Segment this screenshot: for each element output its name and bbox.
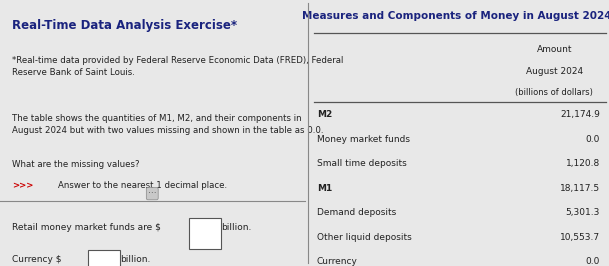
Text: 5,301.3: 5,301.3 xyxy=(566,208,600,217)
Text: billion.: billion. xyxy=(121,255,150,264)
Text: What are the missing values?: What are the missing values? xyxy=(12,160,139,169)
FancyBboxPatch shape xyxy=(88,250,120,266)
Text: 0.0: 0.0 xyxy=(585,257,600,266)
FancyBboxPatch shape xyxy=(189,218,220,249)
Text: >>>: >>> xyxy=(12,181,33,190)
Text: M1: M1 xyxy=(317,184,332,193)
Text: billion.: billion. xyxy=(220,223,251,232)
Text: Real-Time Data Analysis Exercise*: Real-Time Data Analysis Exercise* xyxy=(12,19,238,32)
Text: Currency: Currency xyxy=(317,257,357,266)
Text: Measures and Components of Money in August 2024: Measures and Components of Money in Augu… xyxy=(302,11,609,21)
Text: The table shows the quantities of M1, M2, and their components in
August 2024 bu: The table shows the quantities of M1, M2… xyxy=(12,114,323,135)
Text: M2: M2 xyxy=(317,110,332,119)
Text: Answer to the nearest 1 decimal place.: Answer to the nearest 1 decimal place. xyxy=(58,181,227,190)
Text: 18,117.5: 18,117.5 xyxy=(560,184,600,193)
Text: 0.0: 0.0 xyxy=(585,135,600,144)
Text: Amount: Amount xyxy=(537,45,572,54)
Text: 21,174.9: 21,174.9 xyxy=(560,110,600,119)
Text: 1,120.8: 1,120.8 xyxy=(566,159,600,168)
Text: August 2024: August 2024 xyxy=(526,66,583,76)
Text: ···: ··· xyxy=(148,189,157,198)
Text: Retail money market funds are $: Retail money market funds are $ xyxy=(12,223,161,232)
Text: *Real-time data provided by Federal Reserve Economic Data (FRED), Federal
Reserv: *Real-time data provided by Federal Rese… xyxy=(12,56,343,77)
Text: Other liquid deposits: Other liquid deposits xyxy=(317,233,412,242)
Text: (billions of dollars): (billions of dollars) xyxy=(515,88,593,97)
Text: Demand deposits: Demand deposits xyxy=(317,208,396,217)
Text: Small time deposits: Small time deposits xyxy=(317,159,406,168)
Text: Currency $: Currency $ xyxy=(12,255,62,264)
Text: 10,553.7: 10,553.7 xyxy=(560,233,600,242)
Text: Money market funds: Money market funds xyxy=(317,135,410,144)
